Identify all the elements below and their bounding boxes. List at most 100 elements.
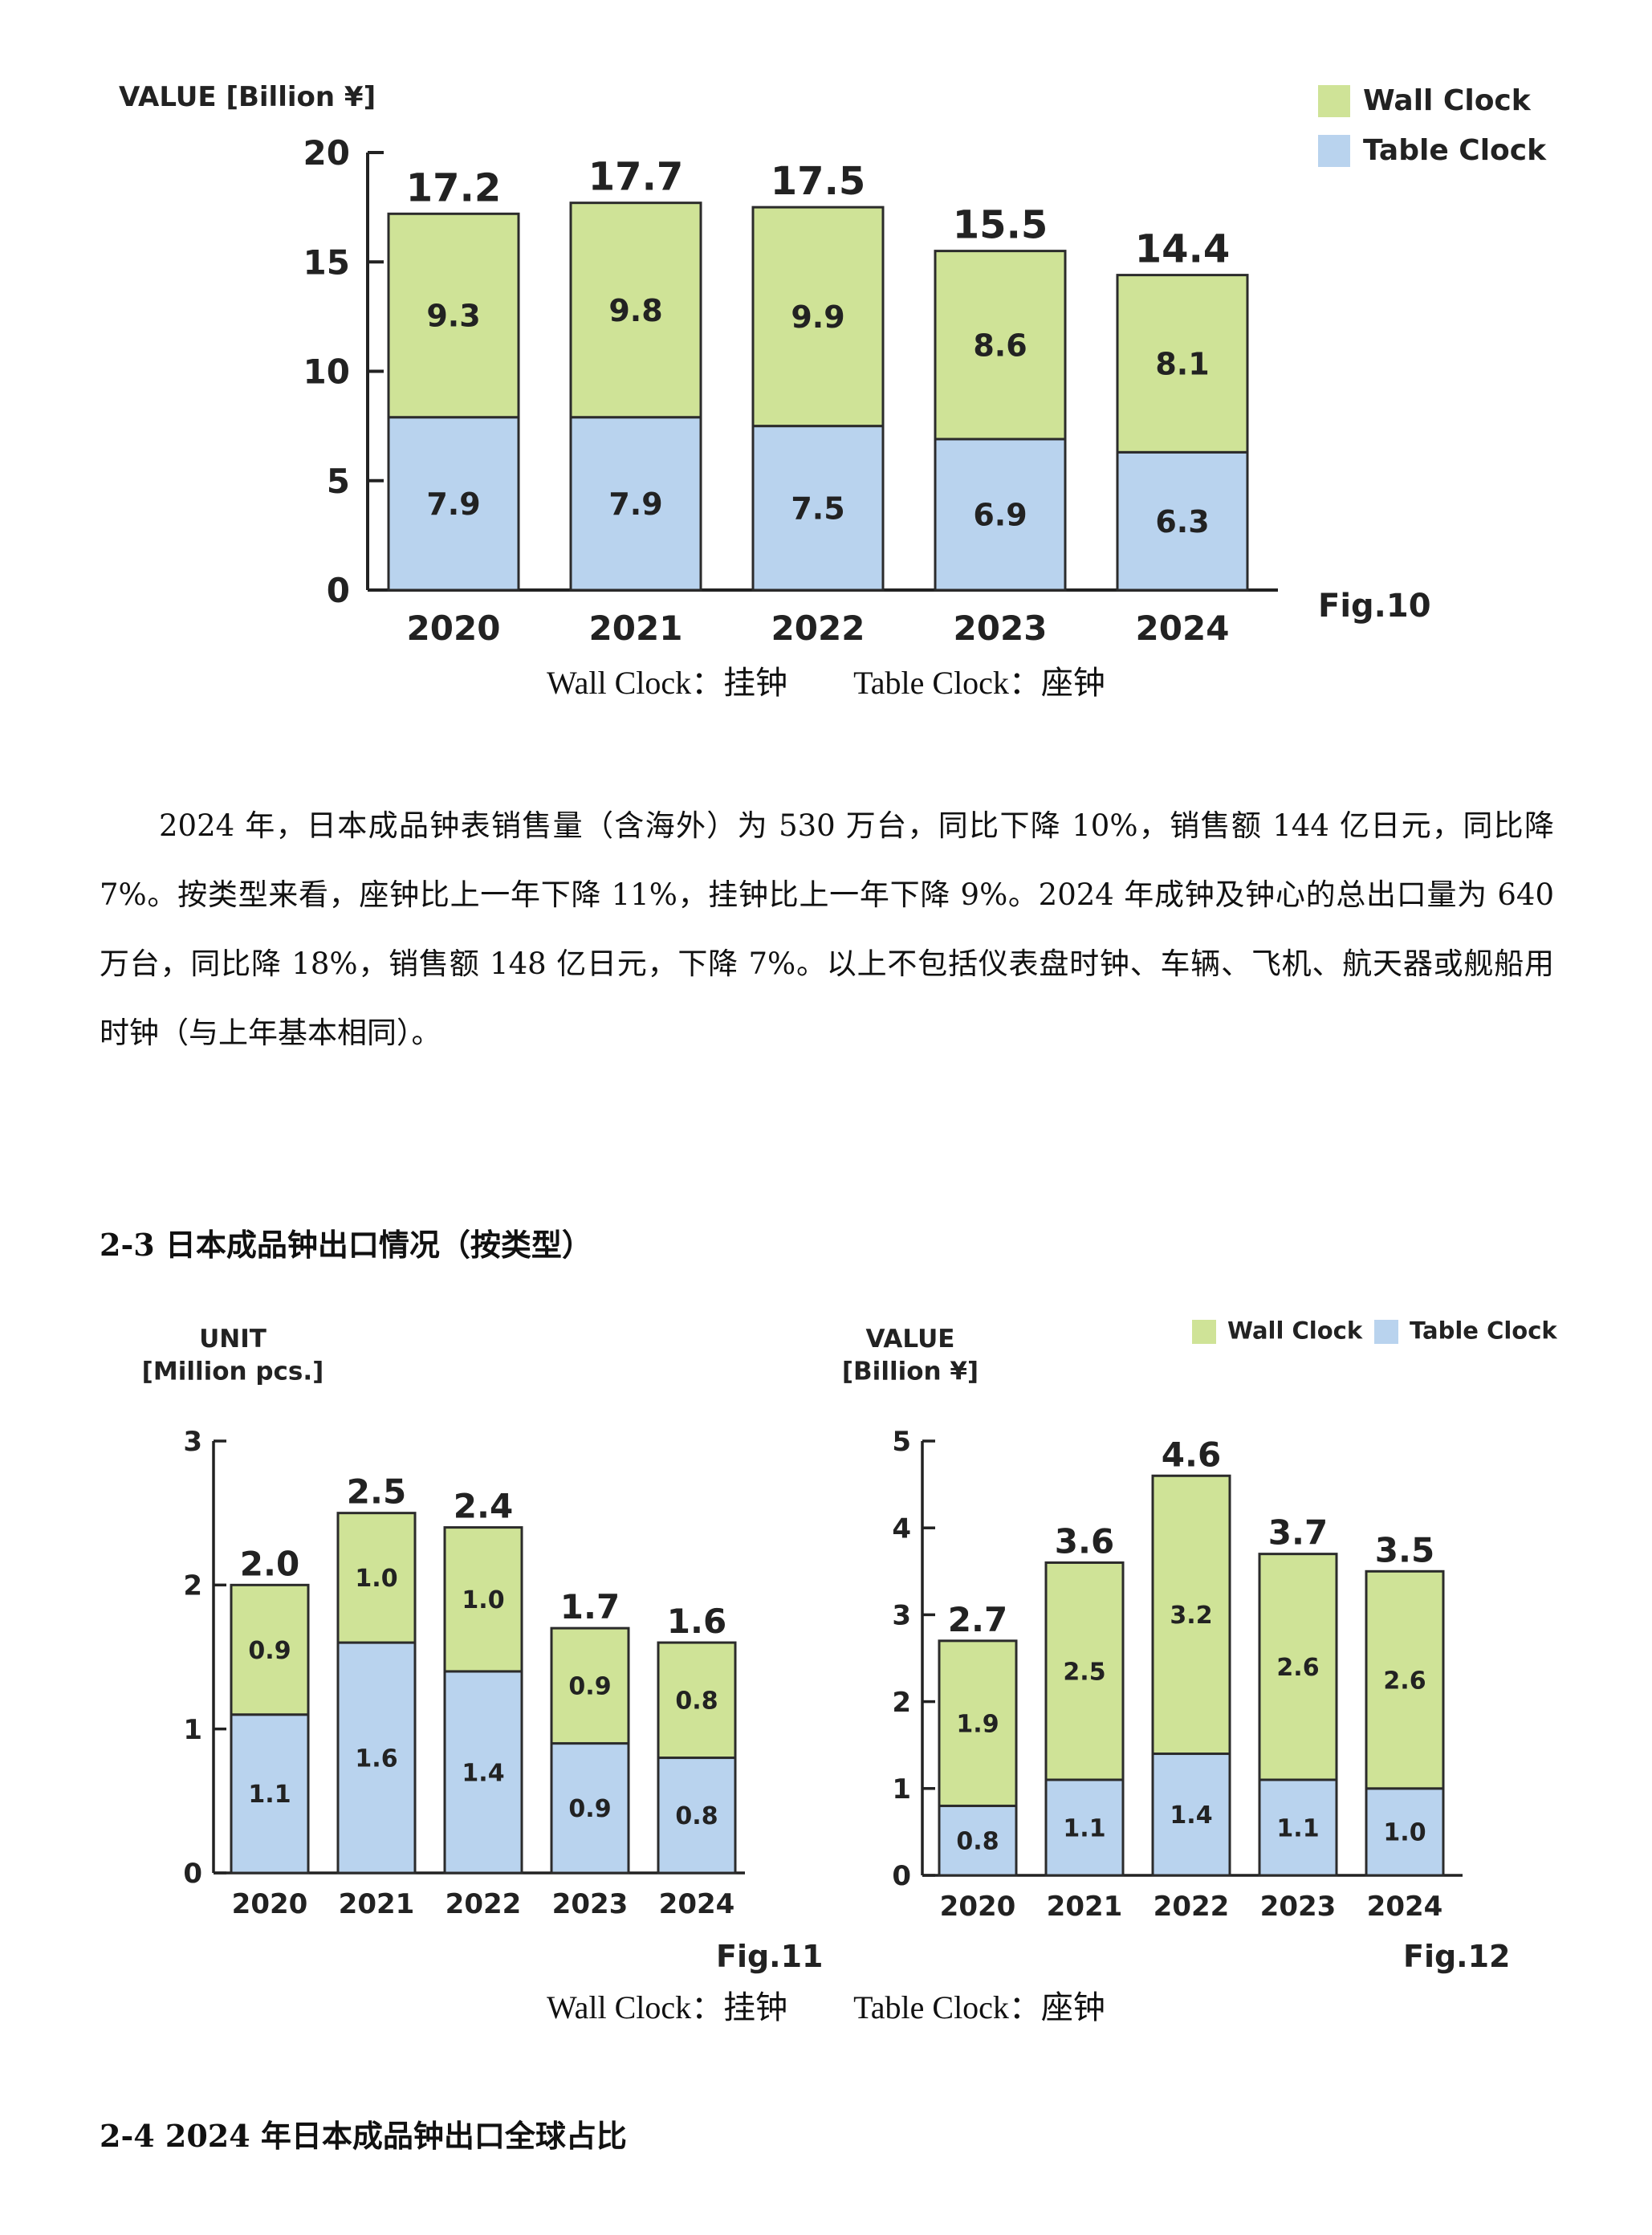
fig11-chart: 0 1 2 3 1.1 0.9 2.0 2020 1.6 1.0 2.5 2021 1.4 1.0 2.4 2…: [142, 1325, 824, 1974]
legend-swatch-wall-clock: [1318, 85, 1350, 117]
y-tick-label: 20: [303, 133, 350, 173]
bar-table-clock: [387, 416, 520, 592]
data-label-total: 15.5: [953, 203, 1048, 248]
data-label-wall-clock: 0.9: [568, 1673, 611, 1701]
x-tick-label: 2023: [552, 1888, 629, 1920]
caption-table-clock: Table Clock：座钟: [853, 1989, 1105, 2025]
data-label-wall-clock: 1.0: [355, 1565, 397, 1593]
y-tick-label: 15: [303, 242, 350, 282]
data-label-table-clock: 6.9: [973, 498, 1027, 533]
x-tick-label: 2022: [771, 609, 865, 648]
bar-wall-clock: [938, 1639, 1018, 1807]
bar-table-clock: [1116, 450, 1249, 592]
data-label-wall-clock: 9.9: [791, 299, 844, 335]
bar-table-clock: [550, 1742, 630, 1875]
x-tick-label: 2023: [1260, 1891, 1337, 1923]
bar-wall-clock: [1151, 1474, 1231, 1756]
y-tick-label: 5: [892, 1426, 911, 1458]
legend-label-table-clock: Table Clock: [1363, 134, 1547, 167]
caption-table-clock: Table Clock：座钟: [853, 665, 1105, 701]
y-axis-label: VALUE [Billion ¥]: [119, 81, 376, 113]
bar-wall-clock: [230, 1583, 310, 1716]
bar-wall-clock: [934, 250, 1067, 441]
fig12-chart: 0 1 2 3 4 5 0.8 1.9 2.7 2020 1.1 2.5 3.6 2021 1.4 3.2 4.…: [842, 1317, 1558, 1974]
data-label-table-clock: 7.5: [791, 491, 844, 526]
data-label-table-clock: 0.8: [675, 1802, 718, 1830]
caption-wall-clock: Wall Clock：挂钟: [547, 665, 788, 701]
y-tick-label: 3: [892, 1600, 911, 1632]
data-label-total: 17.7: [588, 155, 683, 200]
bar-wall-clock: [1258, 1553, 1338, 1781]
data-label-table-clock: 6.3: [1155, 504, 1209, 539]
data-label-table-clock: 1.6: [355, 1744, 397, 1773]
x-tick-label: 2022: [446, 1888, 522, 1920]
y-tick-label: 3: [183, 1426, 202, 1458]
data-label-wall-clock: 2.6: [1276, 1654, 1319, 1682]
y-tick-label: 2: [892, 1687, 911, 1719]
y-axis-label: VALUE: [866, 1325, 955, 1354]
legend-label-wall-clock: Wall Clock: [1363, 84, 1532, 117]
legend-label-table-clock: Table Clock: [1410, 1317, 1557, 1344]
data-label-table-clock: 0.9: [568, 1795, 611, 1823]
x-tick-label: 2024: [659, 1888, 735, 1920]
figure-label: Fig.11: [716, 1939, 824, 1974]
y-axis-label-unit: [Million pcs.]: [142, 1357, 324, 1386]
caption-wall-clock: Wall Clock：挂钟: [547, 1989, 788, 2025]
bar-wall-clock: [1044, 1561, 1125, 1781]
bar-wall-clock: [336, 1512, 417, 1644]
data-label-table-clock: 7.9: [426, 486, 480, 522]
x-tick-label: 2023: [954, 609, 1048, 648]
data-label-total: 3.7: [1268, 1513, 1328, 1553]
data-label-table-clock: 1.1: [248, 1781, 291, 1809]
data-label-total: 2.7: [948, 1600, 1007, 1639]
figure-label: Fig.10: [1318, 588, 1431, 625]
caption-fig11-12: Wall Clock：挂钟 Table Clock：座钟: [0, 1981, 1652, 2028]
data-label-wall-clock: 0.9: [248, 1637, 291, 1665]
bar-table-clock: [569, 416, 702, 592]
data-label-table-clock: 1.1: [1276, 1814, 1319, 1842]
bar-table-clock: [938, 1804, 1018, 1877]
bar-wall-clock: [751, 206, 885, 428]
x-tick-label: 2020: [940, 1891, 1016, 1923]
y-tick-label: 0: [183, 1858, 202, 1890]
bar-table-clock: [336, 1641, 417, 1875]
y-tick-label: 5: [327, 462, 350, 501]
x-tick-label: 2020: [232, 1888, 308, 1920]
bar-wall-clock: [569, 202, 702, 419]
x-tick-label: 2024: [1136, 609, 1230, 648]
y-axis-label: UNIT: [199, 1325, 267, 1354]
bar-wall-clock: [1365, 1569, 1445, 1790]
data-label-wall-clock: 8.1: [1155, 347, 1209, 382]
paragraph-text: 2024 年，日本成品钟表销售量（含海外）为 530 万台，同比下降 10%，销…: [100, 808, 1554, 1050]
x-tick-label: 2024: [1367, 1891, 1443, 1923]
data-label-wall-clock: 9.3: [426, 299, 480, 334]
fig10-chart: 0 5 10 15 20 7.9 9.3 17.2 2020 7.9 9.8 17.7 2021 7.5 9…: [119, 81, 1547, 648]
bar-table-clock: [443, 1670, 523, 1875]
y-tick-label: 1: [183, 1714, 202, 1746]
x-tick-label: 2021: [1047, 1891, 1123, 1923]
caption-fig10: Wall Clock：挂钟 Table Clock：座钟: [0, 657, 1652, 703]
figure-label: Fig.12: [1403, 1939, 1511, 1974]
bar-wall-clock: [550, 1626, 630, 1745]
data-label-wall-clock: 2.5: [1063, 1659, 1105, 1687]
section-heading-2-3: 2-3 日本成品钟出口情况（按类型）: [100, 1227, 592, 1263]
data-label-table-clock: 1.4: [1170, 1801, 1212, 1830]
data-label-total: 3.5: [1375, 1530, 1434, 1569]
bar-table-clock: [1151, 1753, 1231, 1877]
data-label-wall-clock: 0.8: [675, 1687, 718, 1716]
bar-table-clock: [1044, 1778, 1125, 1877]
section-heading-2-4: 2-4 2024 年日本成品钟出口全球占比: [100, 2118, 627, 2154]
legend-swatch-table-clock: [1318, 135, 1350, 167]
data-label-table-clock: 0.8: [956, 1828, 999, 1856]
data-label-table-clock: 1.4: [462, 1759, 504, 1787]
data-label-wall-clock: 1.9: [956, 1710, 999, 1738]
x-tick-label: 2022: [1154, 1891, 1230, 1923]
bar-wall-clock: [443, 1526, 523, 1673]
legend-label-wall-clock: Wall Clock: [1227, 1317, 1363, 1344]
y-tick-label: 1: [892, 1773, 911, 1806]
data-label-table-clock: 1.0: [1383, 1819, 1426, 1847]
x-tick-label: 2021: [589, 609, 683, 648]
body-paragraph: 2024 年，日本成品钟表销售量（含海外）为 530 万台，同比下降 10%，销…: [100, 792, 1554, 1068]
data-label-total: 17.5: [771, 159, 865, 204]
data-label-table-clock: 1.1: [1063, 1814, 1105, 1842]
